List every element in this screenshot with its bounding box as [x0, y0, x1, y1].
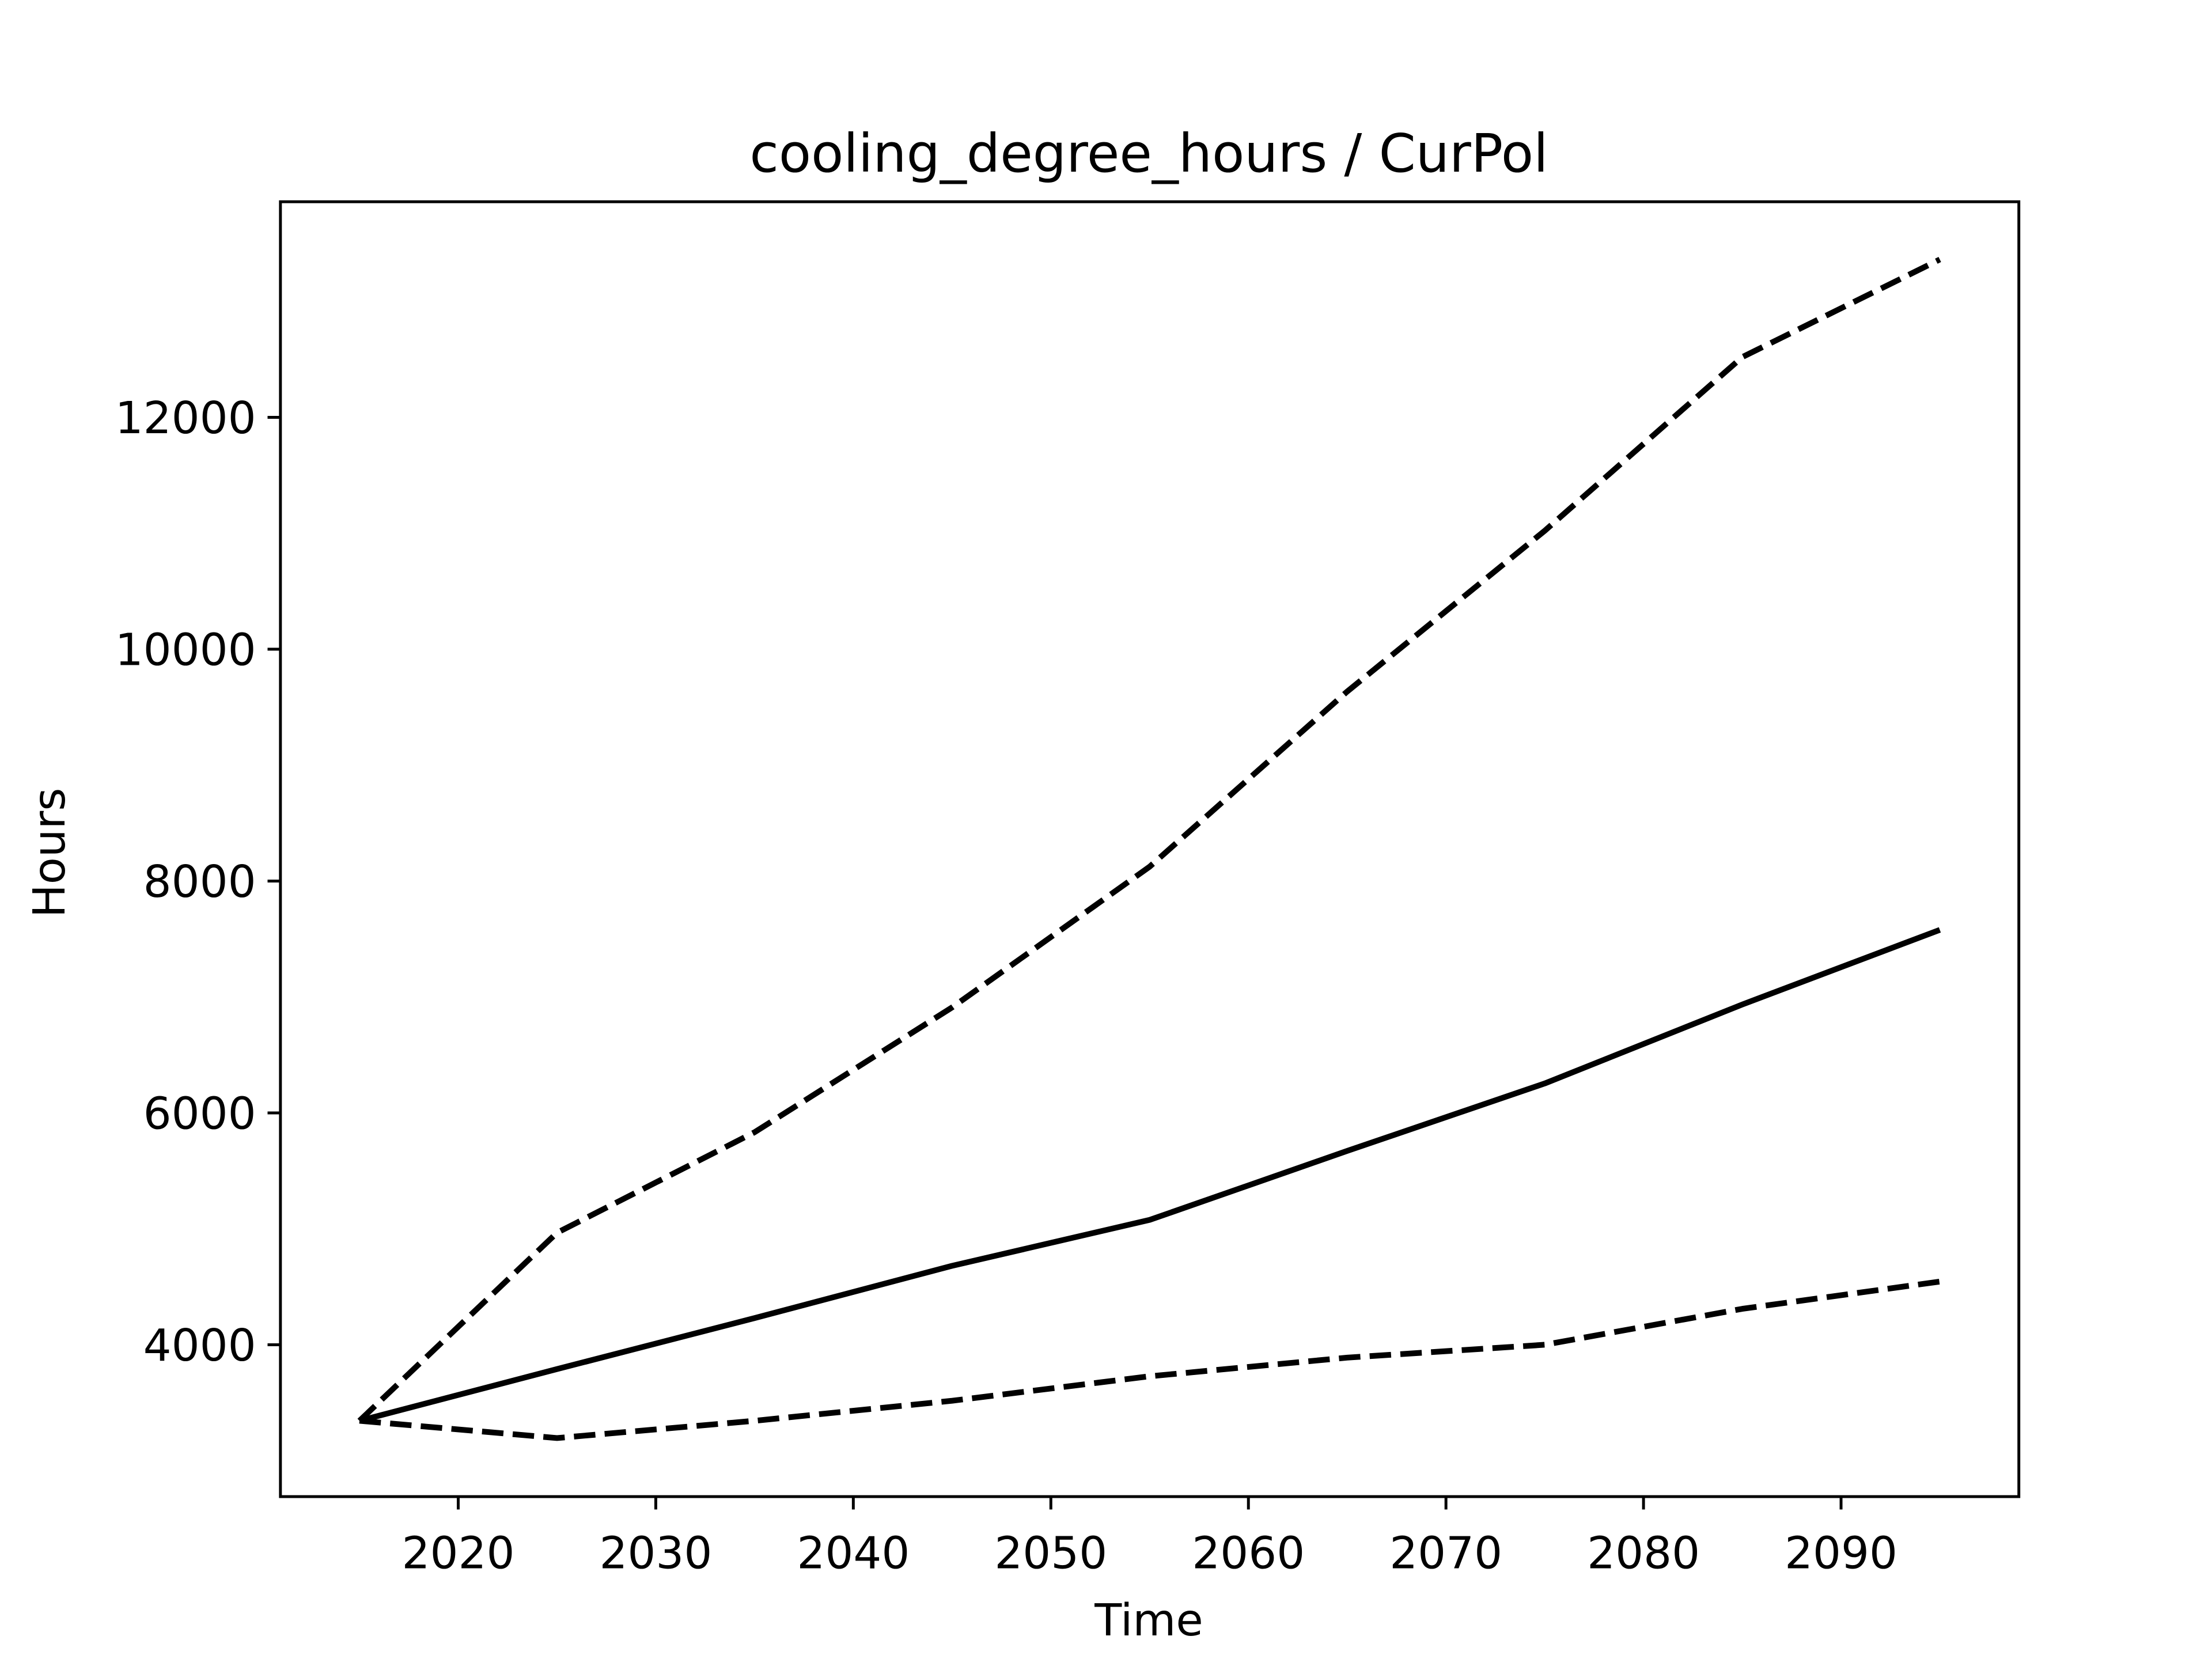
y-tick-label: 12000: [115, 393, 256, 444]
plot-frame: [279, 200, 2021, 1498]
y-tick-label: 4000: [143, 1320, 256, 1372]
y-tick-label: 8000: [143, 857, 256, 908]
y-axis-label: Hours: [24, 788, 75, 918]
x-tick-label: 2080: [1587, 1528, 1700, 1579]
x-tick-label: 2040: [797, 1528, 910, 1579]
x-tick-label: 2090: [1785, 1528, 1897, 1579]
chart-title: cooling_degree_hours / CurPol: [749, 123, 1548, 184]
line-series: [358, 927, 1941, 1424]
line-series: [357, 256, 1941, 1423]
x-tick-label: 2030: [599, 1528, 712, 1579]
y-tick-label: 10000: [115, 624, 256, 676]
line-series: [359, 1278, 1941, 1441]
x-tick-label: 2060: [1192, 1528, 1305, 1579]
y-tick-label: 6000: [143, 1088, 256, 1139]
x-tick-label: 2020: [402, 1528, 515, 1579]
x-axis-label: Time: [1094, 1595, 1203, 1646]
x-tick-label: 2050: [994, 1528, 1107, 1579]
x-tick-label: 2070: [1389, 1528, 1502, 1579]
